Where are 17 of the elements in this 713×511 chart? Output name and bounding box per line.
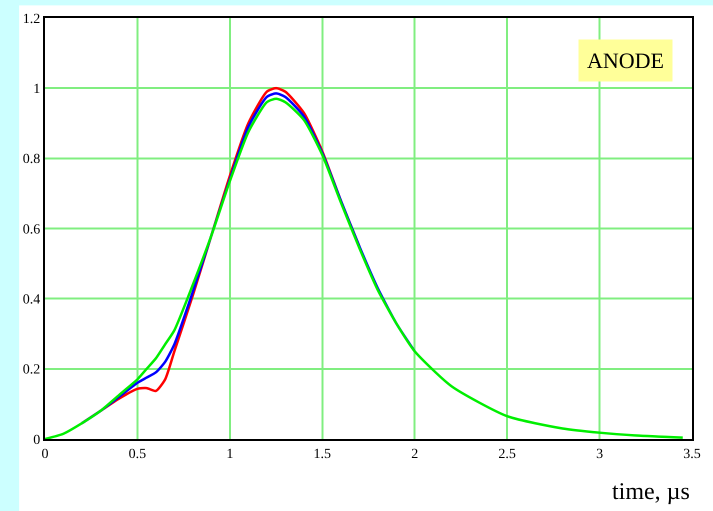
y-tick-label: 1.2	[22, 12, 40, 27]
x-tick-label: 2	[411, 446, 418, 462]
x-tick-label: 2.5	[498, 446, 516, 462]
x-tick-label: 3	[596, 446, 604, 462]
x-tick-label: 3.5	[683, 446, 701, 462]
x-tick-label: 1.5	[314, 446, 332, 462]
y-tick-label: 0.8	[22, 152, 40, 168]
x-tick-label: 0.5	[128, 446, 146, 462]
x-axis-title: time, µs	[612, 479, 690, 505]
y-tick-label: 1	[33, 82, 40, 98]
y-tick-label: 0	[33, 432, 40, 448]
y-tick-label: 0.2	[22, 362, 40, 378]
x-tick-label: 1	[226, 446, 234, 462]
y-tick-label: 0.6	[22, 222, 40, 238]
annotation: ANODE	[587, 48, 664, 73]
y-tick-label: 0.4	[22, 292, 40, 308]
line-series	[45, 97, 684, 439]
